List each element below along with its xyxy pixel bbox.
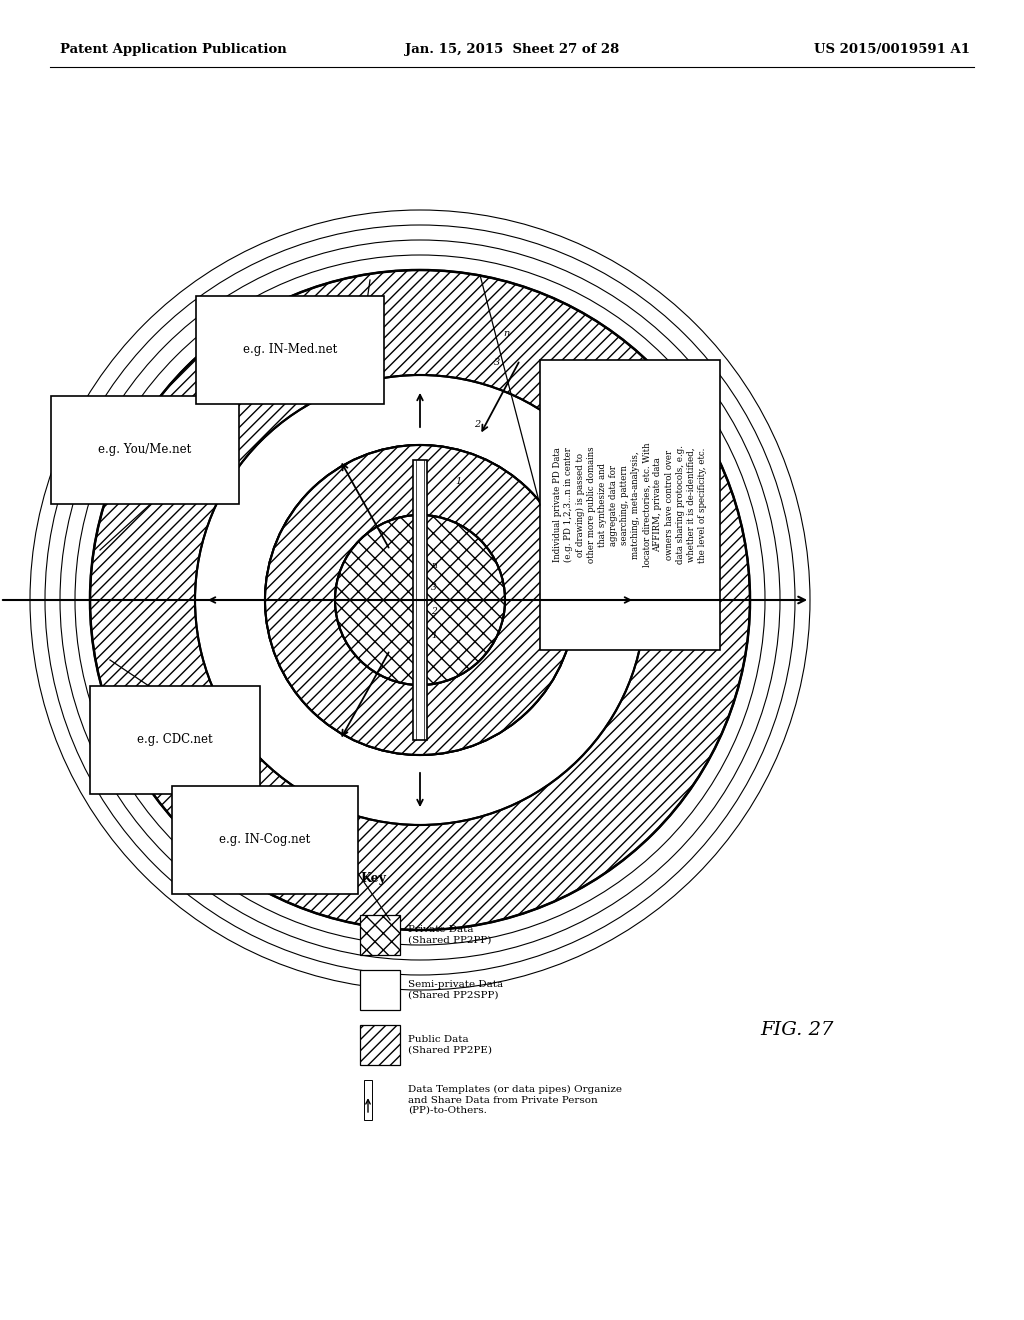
Text: e.g. IN-Med.net: e.g. IN-Med.net (243, 343, 337, 356)
Bar (413, 459, 427, 741)
Circle shape (195, 375, 645, 825)
Bar (364, 1080, 372, 1119)
Text: FIG. 27: FIG. 27 (760, 1020, 834, 1039)
Circle shape (335, 515, 505, 685)
Text: 1: 1 (456, 477, 462, 486)
Text: Individual private PD Data
(e.g. PD 1,2,3...n in center
of drawing) is passed to: Individual private PD Data (e.g. PD 1,2,… (553, 442, 707, 568)
Text: n: n (431, 561, 437, 569)
Text: Public Data
(Shared PP2PE): Public Data (Shared PP2PE) (408, 1035, 492, 1055)
Circle shape (265, 445, 575, 755)
Text: 2: 2 (474, 420, 480, 429)
Text: e.g. You/Me.net: e.g. You/Me.net (98, 444, 191, 457)
Text: Semi-private Data
(Shared PP2SPP): Semi-private Data (Shared PP2SPP) (408, 981, 503, 999)
Text: 1: 1 (431, 631, 437, 639)
Circle shape (335, 515, 505, 685)
Bar (360, 915, 400, 954)
Text: e.g. IN-Cog.net: e.g. IN-Cog.net (219, 833, 310, 846)
Circle shape (90, 271, 750, 931)
Text: Patent Application Publication: Patent Application Publication (60, 44, 287, 57)
Text: Key: Key (360, 873, 386, 884)
Text: n: n (504, 329, 510, 338)
Text: 2: 2 (431, 607, 437, 616)
FancyBboxPatch shape (540, 360, 720, 649)
Text: e.g. CDC.net: e.g. CDC.net (137, 734, 213, 747)
Text: 3: 3 (495, 358, 501, 367)
Text: Data Templates (or data pipes) Organize
and Share Data from Private Person
(PP)-: Data Templates (or data pipes) Organize … (408, 1085, 622, 1115)
Bar (360, 1026, 400, 1065)
Bar (360, 970, 400, 1010)
Text: US 2015/0019591 A1: US 2015/0019591 A1 (814, 44, 970, 57)
Text: Private Data
(Shared PP2PP): Private Data (Shared PP2PP) (408, 925, 492, 945)
Text: Jan. 15, 2015  Sheet 27 of 28: Jan. 15, 2015 Sheet 27 of 28 (404, 44, 620, 57)
Circle shape (265, 445, 575, 755)
Text: 3: 3 (431, 583, 437, 593)
